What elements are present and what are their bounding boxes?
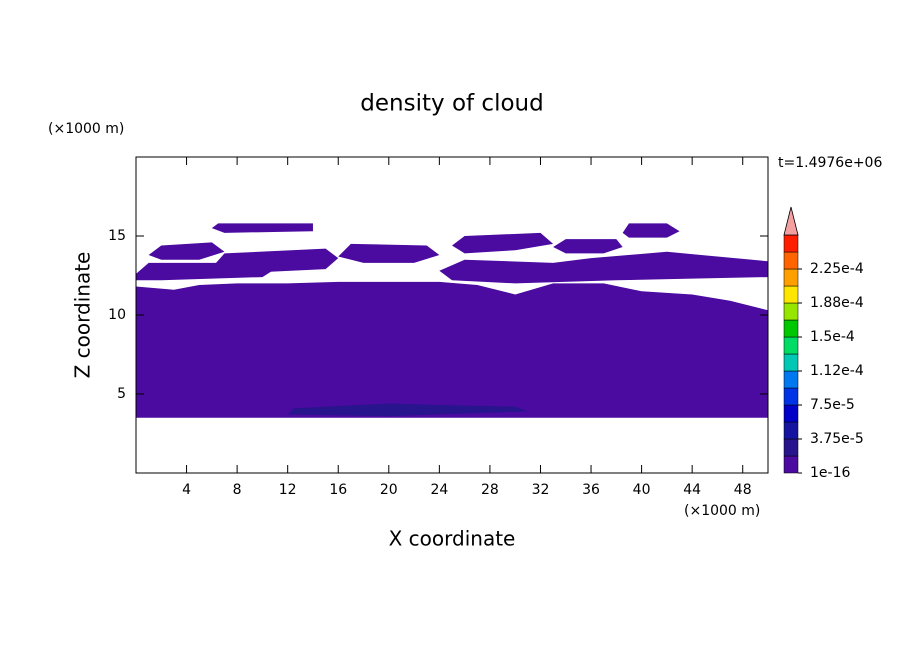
- colorbar-segment: [783, 438, 799, 457]
- contour-region: [148, 242, 225, 260]
- contour-region: [553, 239, 623, 254]
- x-tick-label: 16: [329, 482, 347, 498]
- colorbar-segment: [783, 268, 799, 287]
- contour-region: [287, 403, 528, 417]
- time-label: t=1.4976e+06: [778, 155, 882, 171]
- colorbar-label: 7.5e-5: [810, 397, 855, 413]
- y-tick-label: 10: [108, 307, 126, 323]
- contour-region: [211, 248, 339, 274]
- x-tick-label: 8: [233, 482, 242, 498]
- colorbar-segment: [783, 455, 799, 474]
- contour-region: [452, 232, 554, 254]
- x-tick-label: 40: [633, 482, 651, 498]
- colorbar-segment: [783, 353, 799, 372]
- x-axis-label: X coordinate: [389, 527, 516, 551]
- x-tick-label: 28: [481, 482, 499, 498]
- colorbar-segment: [783, 302, 799, 321]
- colorbar-label: 1.5e-4: [810, 329, 855, 345]
- y-unit: (×1000 m): [48, 121, 124, 137]
- y-axis-label: Z coordinate: [71, 252, 95, 379]
- colorbar-extend: [783, 206, 799, 236]
- x-tick-label: 4: [182, 482, 191, 498]
- colorbar-label: 1.88e-4: [810, 295, 864, 311]
- x-tick-label: 36: [582, 482, 600, 498]
- colorbar-label: 3.75e-5: [810, 431, 864, 447]
- x-tick-label: 20: [380, 482, 398, 498]
- contour-region: [136, 294, 168, 306]
- contour-region: [136, 281, 768, 418]
- chart-title: density of cloud: [360, 91, 543, 117]
- x-tick-label: 44: [683, 482, 701, 498]
- contour-region: [211, 223, 313, 233]
- x-tick-label: 32: [532, 482, 550, 498]
- y-tick-label: 15: [108, 228, 126, 244]
- colorbar-segment: [783, 336, 799, 355]
- x-tick-label: 12: [279, 482, 297, 498]
- colorbar-segment: [783, 234, 799, 253]
- contour-region: [338, 243, 440, 263]
- colorbar-segment: [783, 387, 799, 406]
- colorbar-label: 2.25e-4: [810, 261, 864, 277]
- colorbar-segment: [783, 319, 799, 338]
- colorbar-segment: [783, 285, 799, 304]
- contour-region: [439, 251, 768, 284]
- colorbar-segment: [783, 251, 799, 270]
- x-unit: (×1000 m): [684, 503, 760, 519]
- colorbar-segment: [783, 404, 799, 423]
- colorbar-label: 1e-16: [810, 465, 850, 481]
- x-tick-label: 24: [430, 482, 448, 498]
- contour-region: [622, 223, 680, 238]
- colorbar-segment: [783, 421, 799, 440]
- colorbar-segment: [783, 370, 799, 389]
- colorbar-label: 1.12e-4: [810, 363, 864, 379]
- y-tick-label: 5: [117, 386, 126, 402]
- x-tick-label: 48: [734, 482, 752, 498]
